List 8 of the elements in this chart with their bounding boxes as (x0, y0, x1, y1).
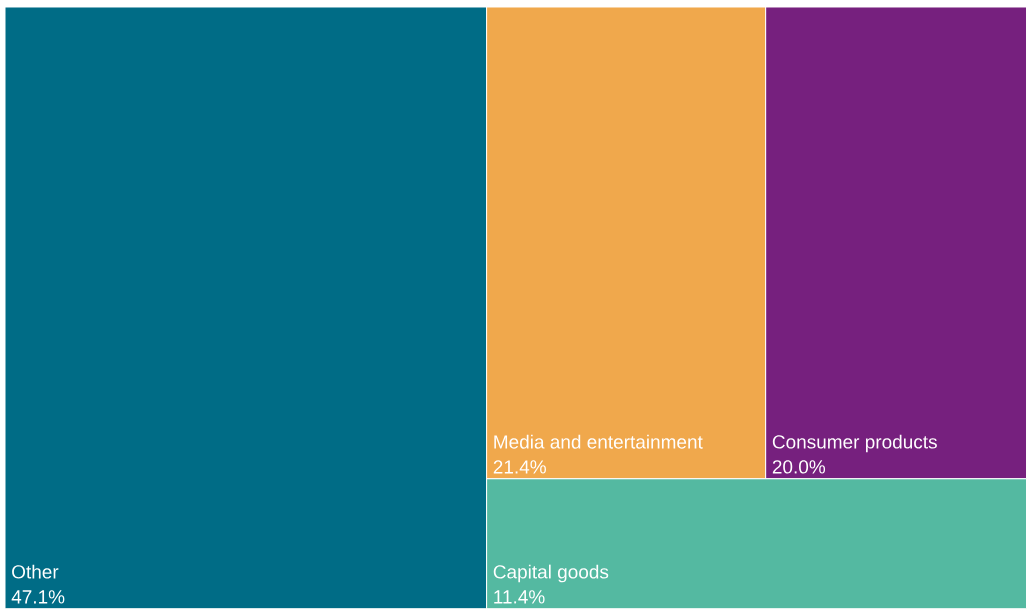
data-label: 47.1% (11, 590, 65, 604)
category-label: Capital goods (493, 564, 609, 583)
category-label: Other (12, 564, 59, 579)
data-label: 21.4% (493, 460, 546, 474)
category-label: Consumer products (772, 434, 937, 453)
data-label: 20.0% (772, 460, 826, 474)
category-label: Media and entertainment (494, 434, 703, 449)
data-label: 11.4% (494, 590, 545, 604)
